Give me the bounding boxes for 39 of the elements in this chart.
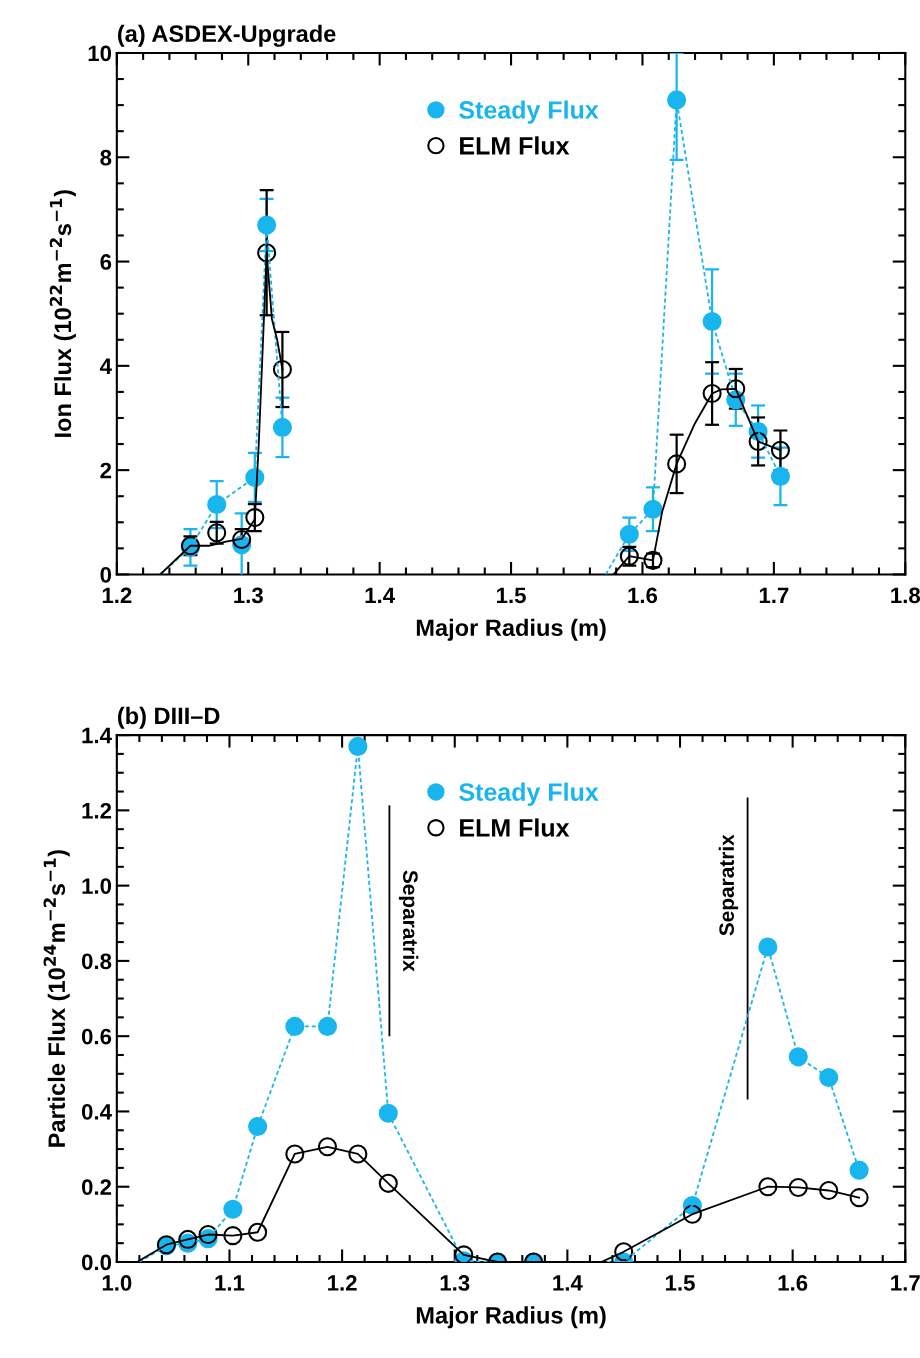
x-axis-title: Major Radius (m) <box>416 618 606 641</box>
x-tick-label: 1.7 <box>891 1275 920 1291</box>
y-tick-label: 4 <box>99 358 112 374</box>
x-axis-title: Major Radius (m) <box>416 1306 606 1329</box>
y-tick-label: 0.4 <box>81 1103 112 1120</box>
legend-label: Steady Flux <box>459 782 599 806</box>
legend-label: ELM Flux <box>460 818 570 837</box>
y-tick-label: 6 <box>100 254 112 270</box>
x-tick-label: 1.6 <box>628 587 658 604</box>
y-tick-label: 2 <box>100 462 112 479</box>
y-tick-label: 0.0 <box>81 1254 112 1271</box>
y-tick-label: 1.4 <box>82 727 112 744</box>
x-tick-label: 1.5 <box>497 587 526 604</box>
y-tick-label: 8 <box>100 149 112 166</box>
y-axis-title: Ion Flux (10$^{22}$m$^{−2}$s$^{−1}$) <box>49 190 76 437</box>
y-axis-title: Particle Flux (10$^{24}$m$^{−2}$s$^{−1}$) <box>43 850 70 1147</box>
y-tick-label: 0.8 <box>81 953 112 970</box>
x-tick-label: 1.5 <box>665 1275 695 1291</box>
x-tick-label: 1.3 <box>440 1275 470 1291</box>
x-tick-label: 1.4 <box>553 1275 583 1291</box>
x-tick-label: 1.7 <box>759 587 789 604</box>
ref-line-label: Separatrix <box>398 870 419 972</box>
y-tick-label: 0.6 <box>81 1028 112 1045</box>
x-tick-label: 1.3 <box>234 587 263 604</box>
x-tick-label: 1.8 <box>891 587 920 604</box>
y-tick-label: 0 <box>100 566 112 583</box>
y-tick-label: 0.2 <box>81 1179 112 1195</box>
ref-line-label: Separatrix <box>718 834 739 936</box>
x-tick-label: 1.2 <box>328 1275 357 1291</box>
x-tick-label: 1.6 <box>778 1275 808 1291</box>
chart-title: (b) DIII–D <box>118 706 220 729</box>
legend-label: Steady Flux <box>459 100 599 124</box>
legend-label: ELM Flux <box>460 136 570 155</box>
y-tick-label: 10 <box>88 45 112 62</box>
y-tick-label: 1.0 <box>82 878 112 894</box>
y-tick-label: 1.2 <box>82 802 112 819</box>
x-tick-label: 1.1 <box>215 1275 245 1291</box>
x-tick-label: 1.4 <box>365 587 395 604</box>
chart-title: (a) ASDEX-Upgrade <box>118 24 336 47</box>
